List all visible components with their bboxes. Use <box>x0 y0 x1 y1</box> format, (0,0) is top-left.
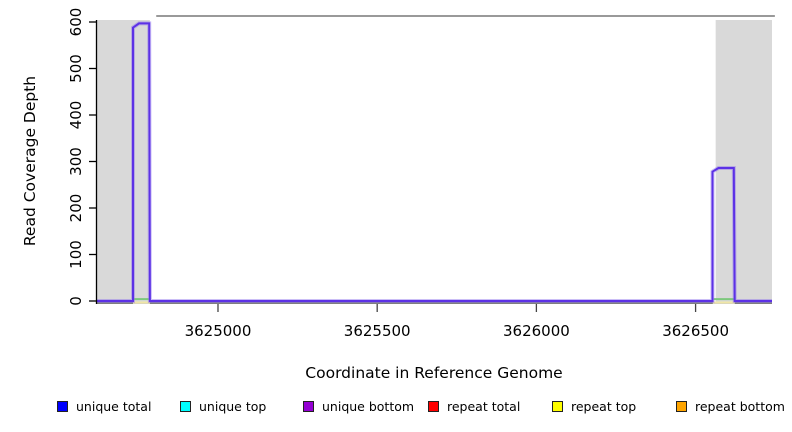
legend-item-repeat-total: repeat total <box>428 397 520 415</box>
legend-item-unique-bottom: unique bottom <box>303 397 414 415</box>
x-axis-title: Coordinate in Reference Genome <box>305 364 563 382</box>
legend-item-repeat-top: repeat top <box>552 397 636 415</box>
unique-bottom-swatch-icon <box>303 400 314 412</box>
unique-total-swatch-icon <box>57 400 68 412</box>
legend-label: unique total <box>76 398 152 414</box>
legend-item-repeat-bottom: repeat bottom <box>676 397 785 415</box>
unique-coverage-line <box>97 22 772 302</box>
shaded-region-left-flank <box>97 20 150 302</box>
x-tick-label: 3625000 <box>185 322 252 340</box>
y-tick-label: 100 <box>67 240 85 269</box>
y-tick-label: 300 <box>67 147 85 176</box>
legend-label: repeat bottom <box>695 398 785 414</box>
y-tick-label: 400 <box>67 101 85 130</box>
x-tick-label: 3625500 <box>344 322 411 340</box>
y-axis-title: Read Coverage Depth <box>21 75 39 247</box>
legend-label: repeat total <box>447 398 521 414</box>
y-tick-label: 200 <box>67 194 85 223</box>
x-tick-label: 3626500 <box>662 322 729 340</box>
legend: unique total unique top unique bottom re… <box>0 397 792 419</box>
repeat-bottom-swatch-icon <box>676 400 687 412</box>
y-tick-label: 0 <box>67 296 85 306</box>
legend-item-unique-top: unique top <box>180 397 266 415</box>
legend-label: unique top <box>199 398 267 414</box>
legend-label: unique bottom <box>322 398 415 414</box>
legend-label: repeat top <box>571 398 637 414</box>
unique-coverage-line-glow <box>97 21 772 303</box>
unique-top-swatch-icon <box>180 400 191 412</box>
y-tick-label: 500 <box>67 54 85 83</box>
x-tick-label: 3626000 <box>503 322 570 340</box>
legend-item-unique-total: unique total <box>57 397 151 415</box>
y-tick-label: 600 <box>67 8 85 37</box>
repeat-top-swatch-icon <box>552 400 563 412</box>
shaded-region-right-flank <box>715 20 772 302</box>
repeat-total-swatch-icon <box>428 400 439 412</box>
